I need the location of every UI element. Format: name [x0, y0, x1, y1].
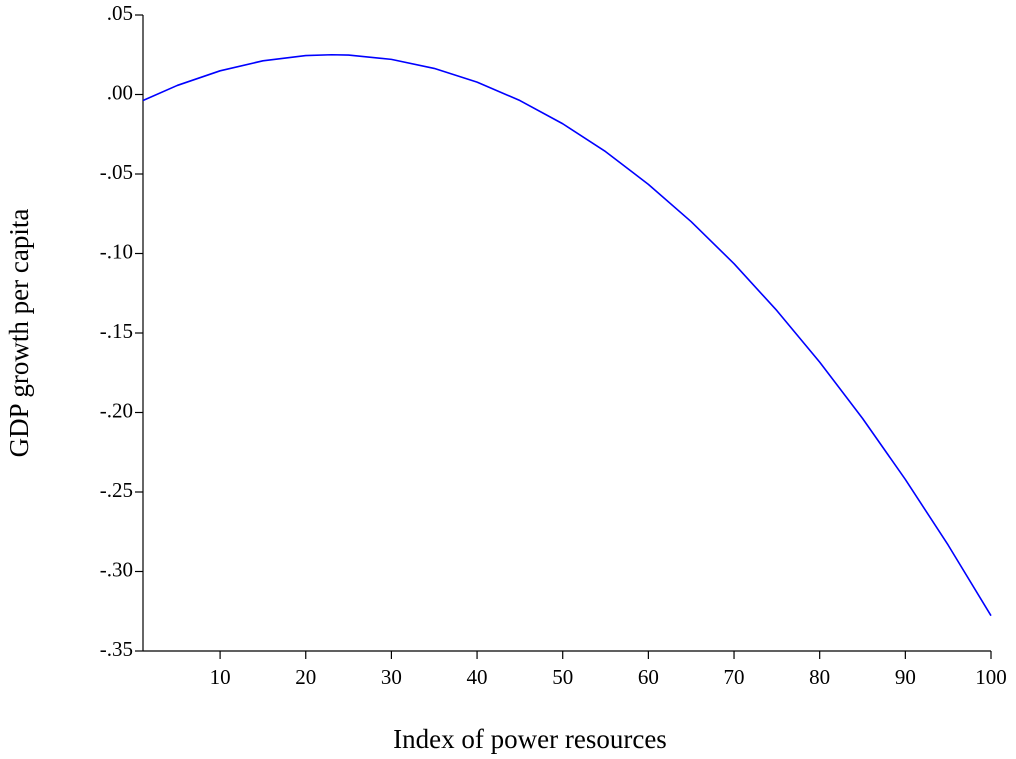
x-axis-title: Index of power resources [393, 724, 667, 754]
x-tick-label: 20 [295, 665, 316, 689]
x-tick-label: 50 [552, 665, 573, 689]
x-tick-label: 70 [724, 665, 745, 689]
x-tick-label: 10 [210, 665, 231, 689]
x-tick-label: 100 [975, 665, 1007, 689]
x-tick-label: 30 [381, 665, 402, 689]
y-tick-label: -.30 [100, 557, 133, 581]
y-tick-label: -.25 [100, 478, 133, 502]
y-axis-title: GDP growth per capita [4, 209, 34, 458]
y-tick-label: -.10 [100, 239, 133, 263]
y-tick-label: -.20 [100, 398, 133, 422]
x-tick-label: 90 [895, 665, 916, 689]
y-tick-label: -.05 [100, 160, 133, 184]
y-tick-label: .05 [107, 1, 133, 25]
y-tick-label: .00 [107, 80, 133, 104]
y-tick-label: -.35 [100, 637, 133, 661]
x-tick-label: 60 [638, 665, 659, 689]
line-series [142, 53, 992, 617]
x-tick-label: 40 [467, 665, 488, 689]
y-tick-label: -.15 [100, 319, 133, 343]
x-tick-label: 80 [809, 665, 830, 689]
